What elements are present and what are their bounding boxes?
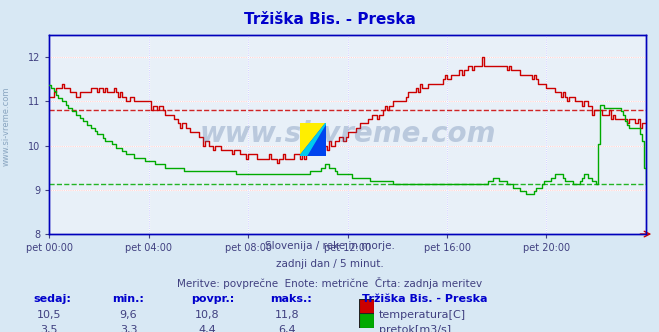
- Text: 11,8: 11,8: [274, 310, 299, 320]
- Text: Tržiška Bis. - Preska: Tržiška Bis. - Preska: [362, 294, 488, 304]
- Text: 3,3: 3,3: [120, 325, 137, 332]
- Text: zadnji dan / 5 minut.: zadnji dan / 5 minut.: [275, 259, 384, 269]
- Text: 3,5: 3,5: [41, 325, 58, 332]
- Text: 10,5: 10,5: [37, 310, 62, 320]
- Text: 4,4: 4,4: [199, 325, 216, 332]
- Text: povpr.:: povpr.:: [191, 294, 235, 304]
- Polygon shape: [300, 123, 326, 156]
- Text: maks.:: maks.:: [270, 294, 312, 304]
- Text: www.si-vreme.com: www.si-vreme.com: [200, 121, 496, 148]
- Text: Meritve: povprečne  Enote: metrične  Črta: zadnja meritev: Meritve: povprečne Enote: metrične Črta:…: [177, 277, 482, 289]
- Text: temperatura[C]: temperatura[C]: [379, 310, 466, 320]
- Text: 9,6: 9,6: [120, 310, 137, 320]
- Text: Tržiška Bis. - Preska: Tržiška Bis. - Preska: [244, 12, 415, 27]
- Polygon shape: [300, 123, 326, 156]
- Text: Slovenija / reke in morje.: Slovenija / reke in morje.: [264, 241, 395, 251]
- Text: min.:: min.:: [112, 294, 144, 304]
- Text: pretok[m3/s]: pretok[m3/s]: [379, 325, 451, 332]
- Text: www.si-vreme.com: www.si-vreme.com: [2, 86, 11, 166]
- Text: 10,8: 10,8: [195, 310, 220, 320]
- Text: sedaj:: sedaj:: [33, 294, 71, 304]
- Polygon shape: [300, 123, 326, 156]
- Text: 6,4: 6,4: [278, 325, 295, 332]
